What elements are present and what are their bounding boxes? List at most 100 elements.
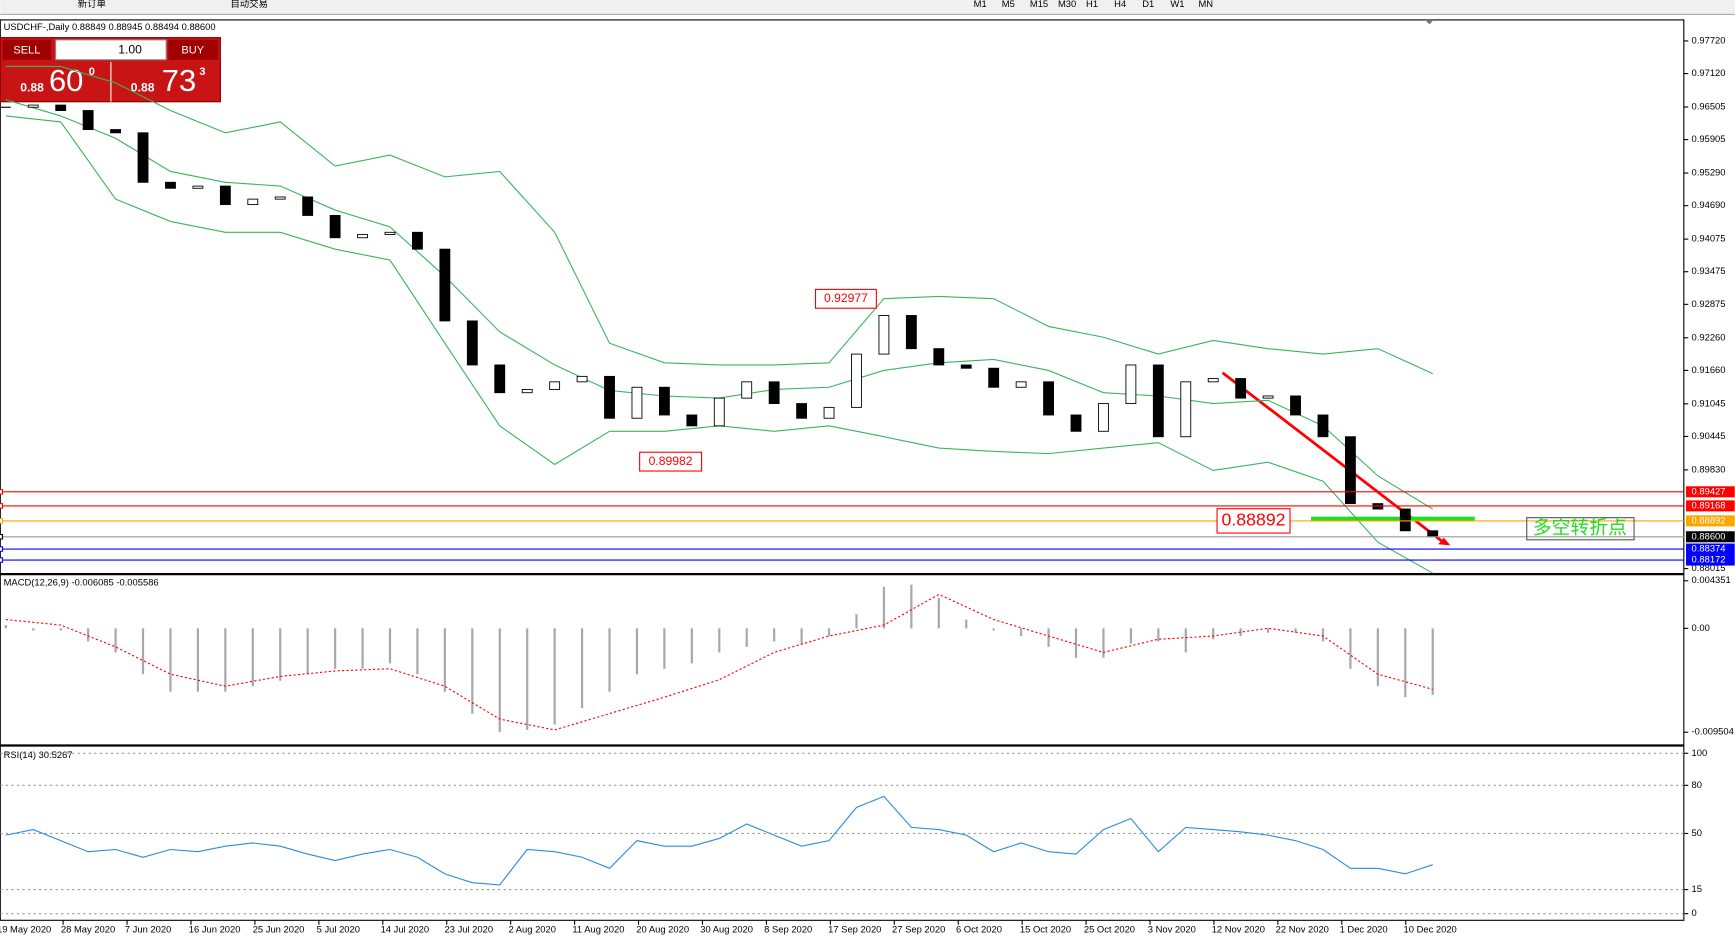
candle — [1399, 508, 1411, 532]
candle — [82, 110, 94, 130]
y-tick-label: 0.93475 — [1692, 265, 1726, 276]
timeframe-button[interactable]: D1 — [1142, 0, 1154, 9]
candle — [1098, 403, 1109, 432]
rsi-line — [5, 795, 1433, 886]
timeframe-button[interactable]: H4 — [1114, 0, 1126, 9]
candle — [384, 231, 396, 235]
candle — [1207, 378, 1219, 383]
candle — [137, 132, 149, 183]
x-tick-label: 17 Sep 2020 — [828, 924, 881, 935]
level-label: 0.88892 — [1692, 514, 1726, 525]
x-tick-label: 2 Aug 2020 — [508, 924, 556, 935]
timeframe-button[interactable]: H1 — [1086, 0, 1098, 9]
y-tick-label: -0.009504 — [1692, 726, 1734, 737]
candle — [1015, 381, 1027, 388]
y-tick-label: 50 — [1692, 827, 1702, 838]
candle — [55, 104, 67, 111]
candle — [1427, 530, 1439, 538]
candle — [933, 348, 945, 366]
candle — [1043, 381, 1054, 416]
level-marker — [0, 557, 4, 563]
timeframe-button[interactable]: M30 — [1058, 0, 1076, 9]
y-tick-label: 0 — [1692, 907, 1697, 918]
toolbar-item: 自动交易 — [230, 0, 268, 9]
x-tick-label: 25 Jun 2020 — [253, 924, 305, 935]
y-tick-label: 0.88015 — [1692, 562, 1726, 573]
level-label-box — [1686, 515, 1735, 527]
x-tick-label: 8 Sep 2020 — [764, 924, 812, 935]
candle — [741, 381, 753, 399]
level-label: 0.88172 — [1692, 554, 1726, 565]
price-annotation: 0.92977 — [824, 291, 868, 305]
candle — [219, 185, 231, 206]
x-tick-label: 11 Aug 2020 — [572, 924, 624, 935]
candle — [851, 353, 862, 408]
candle — [165, 181, 176, 189]
y-tick-label: 0.95905 — [1692, 133, 1726, 144]
candle — [1317, 414, 1329, 438]
y-tick-label: 0.94075 — [1692, 233, 1726, 244]
y-tick-label: 0.91660 — [1692, 364, 1726, 375]
y-tick-label: 0.89830 — [1692, 463, 1726, 474]
level-marker — [0, 546, 4, 552]
level-marker — [0, 503, 4, 509]
candle — [27, 104, 39, 108]
timeframe-button[interactable]: W1 — [1170, 0, 1184, 9]
trend-note: 多空转折点 — [1533, 517, 1627, 538]
level-label: 0.88600 — [1692, 530, 1726, 541]
candle — [412, 231, 423, 250]
level-label: 0.88374 — [1692, 543, 1726, 554]
toolbar-item: 新订单 — [78, 0, 106, 9]
candle — [905, 315, 917, 350]
candle — [439, 248, 451, 322]
candle — [549, 381, 561, 390]
timeframe-button[interactable]: MN — [1198, 0, 1213, 9]
timeframe-button[interactable]: M1 — [974, 0, 987, 9]
price-annotation: 0.89982 — [649, 454, 693, 468]
y-tick-label: 0.97120 — [1692, 67, 1726, 78]
x-tick-label: 22 Nov 2020 — [1276, 924, 1329, 935]
x-tick-label: 20 Aug 2020 — [636, 924, 689, 935]
lot-value: 1.00 — [118, 43, 142, 57]
y-tick-label: 100 — [1692, 747, 1708, 758]
sell-button[interactable] — [2, 39, 52, 60]
candle — [604, 375, 615, 419]
level-label: 0.89168 — [1692, 499, 1726, 510]
buy-button[interactable] — [168, 39, 219, 60]
candle — [768, 381, 780, 405]
bollinger-upper — [5, 65, 1433, 375]
lot-input[interactable] — [55, 39, 167, 61]
bid-small: 0 — [89, 66, 95, 78]
arrow-head — [1438, 537, 1451, 546]
candle — [247, 198, 259, 206]
rsi-title: RSI(14) 30.5267 — [4, 749, 73, 760]
level-label-box — [1686, 543, 1735, 555]
candle — [1070, 414, 1082, 432]
bid-prefix: 0.88 — [20, 81, 44, 95]
y-tick-label: 0.94690 — [1692, 199, 1726, 210]
price-annotation-box — [639, 451, 703, 472]
y-tick-label: 80 — [1692, 779, 1702, 790]
timeframe-button[interactable]: M5 — [1002, 0, 1015, 9]
candle — [823, 406, 835, 419]
candle — [631, 386, 643, 419]
x-tick-label: 25 Oct 2020 — [1084, 924, 1135, 935]
x-tick-label: 16 Jun 2020 — [189, 924, 241, 935]
candle — [713, 397, 725, 427]
price-chart-title: USDCHF-,Daily 0.88849 0.88945 0.88494 0.… — [4, 21, 216, 32]
candle — [192, 185, 204, 189]
candle — [796, 403, 808, 419]
y-tick-label: 15 — [1692, 883, 1702, 894]
candle — [1235, 378, 1247, 399]
toolbar — [0, 0, 1735, 15]
timeframe-button[interactable]: M15 — [1030, 0, 1048, 9]
y-tick-label: 0.97720 — [1692, 34, 1726, 45]
x-tick-label: 7 Jun 2020 — [125, 924, 171, 935]
buy-label: BUY — [181, 44, 204, 56]
candle — [329, 215, 341, 239]
candle — [1125, 364, 1137, 405]
candle — [1262, 395, 1274, 399]
macd-signal — [5, 593, 1433, 731]
